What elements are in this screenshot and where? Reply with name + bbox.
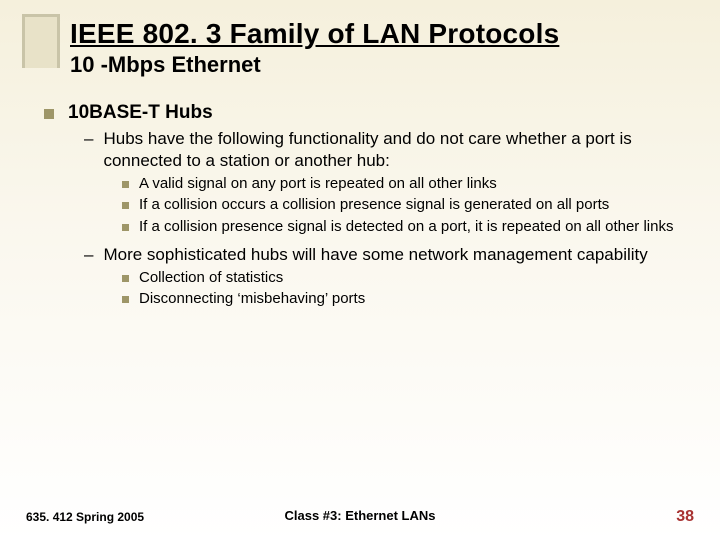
level2-text: Hubs have the following functionality an… xyxy=(103,128,686,172)
square-bullet-icon xyxy=(122,181,129,188)
dash-bullet-icon: – xyxy=(84,129,93,172)
footer-center: Class #3: Ethernet LANs xyxy=(285,508,436,523)
bullet-level3: If a collision presence signal is detect… xyxy=(122,217,686,237)
square-bullet-icon xyxy=(122,224,129,231)
bullet-level1: 10BASE-T Hubs xyxy=(44,102,686,124)
square-bullet-icon xyxy=(122,275,129,282)
dash-bullet-icon: – xyxy=(84,245,93,266)
bullet-level2: – Hubs have the following functionality … xyxy=(84,128,686,172)
level1-text: 10BASE-T Hubs xyxy=(68,102,213,124)
bullet-level3: If a collision occurs a collision presen… xyxy=(122,195,686,215)
page-number: 38 xyxy=(676,508,694,526)
square-bullet-icon xyxy=(122,202,129,209)
slide-subtitle: 10 -Mbps Ethernet xyxy=(70,52,694,78)
slide-body: 10BASE-T Hubs – Hubs have the following … xyxy=(44,102,686,309)
bullet-level2: – More sophisticated hubs will have some… xyxy=(84,244,686,266)
corner-decoration xyxy=(22,14,60,68)
level3-text: Disconnecting ‘misbehaving’ ports xyxy=(139,289,365,309)
square-bullet-icon xyxy=(44,109,54,119)
slide-footer: 635. 412 Spring 2005 Class #3: Ethernet … xyxy=(26,508,694,526)
bullet-level3: Collection of statistics xyxy=(122,268,686,288)
footer-left: 635. 412 Spring 2005 xyxy=(26,510,144,524)
level3-text: If a collision presence signal is detect… xyxy=(139,217,673,237)
level3-text: Collection of statistics xyxy=(139,268,283,288)
slide: IEEE 802. 3 Family of LAN Protocols 10 -… xyxy=(0,0,720,540)
level2-text: More sophisticated hubs will have some n… xyxy=(103,244,647,266)
bullet-level3: A valid signal on any port is repeated o… xyxy=(122,174,686,194)
bullet-level3: Disconnecting ‘misbehaving’ ports xyxy=(122,289,686,309)
slide-title: IEEE 802. 3 Family of LAN Protocols xyxy=(70,18,694,50)
level3-text: A valid signal on any port is repeated o… xyxy=(139,174,497,194)
square-bullet-icon xyxy=(122,296,129,303)
level3-text: If a collision occurs a collision presen… xyxy=(139,195,609,215)
